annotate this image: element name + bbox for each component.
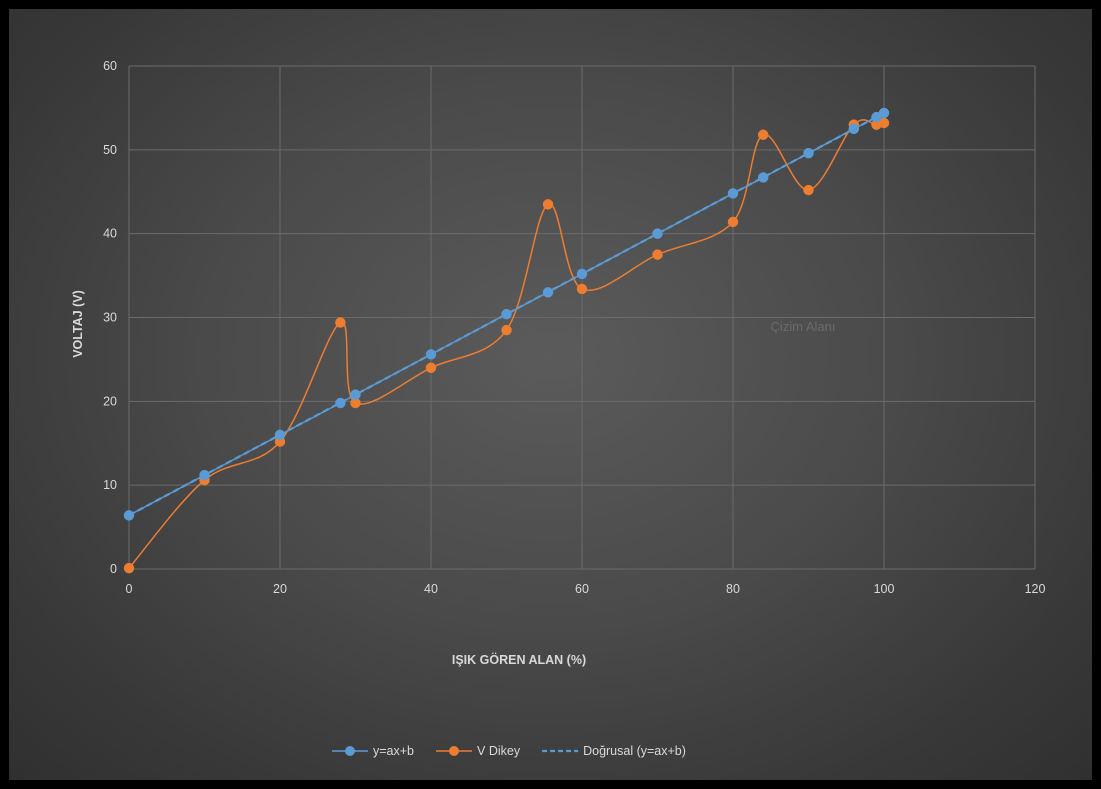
data-point — [727, 188, 739, 199]
x-axis-label: IŞIK GÖREN ALAN (%) — [452, 652, 586, 667]
data-point — [848, 123, 860, 135]
data-point — [425, 362, 437, 374]
data-point — [576, 283, 588, 295]
x-tick-label: 60 — [575, 582, 589, 596]
data-point — [350, 389, 361, 400]
x-tick-label: 0 — [126, 582, 133, 596]
data-point — [576, 268, 588, 280]
legend-item-do-rusal-y-ax-b: Doğrusal (y=ax+b) — [542, 744, 686, 758]
data-point — [274, 429, 286, 441]
legend-item-v-dikey: V Dikey — [436, 744, 521, 758]
y-tick-label: 30 — [103, 311, 117, 325]
y-tick-label: 40 — [103, 227, 117, 241]
data-point — [501, 324, 512, 336]
legend-swatch-marker — [345, 746, 355, 756]
y-tick-labels: 0 10 20 30 40 50 60 — [103, 59, 117, 576]
x-tick-label: 20 — [273, 582, 287, 596]
data-point — [803, 184, 814, 196]
x-tick-label: 120 — [1025, 582, 1046, 596]
y-tick-label: 50 — [103, 143, 117, 157]
x-tick-labels: 0 20 40 60 80 100 120 — [126, 582, 1046, 596]
data-point — [757, 129, 769, 140]
x-tick-label: 80 — [726, 582, 740, 596]
gridlines — [128, 65, 1036, 570]
data-point — [335, 397, 346, 409]
plot-area-watermark: Çizim Alanı — [770, 319, 835, 334]
legend-swatch-marker — [449, 746, 460, 756]
chart-legend: y=ax+b V Dikey Doğrusal (y=ax+b) — [332, 744, 686, 758]
y-tick-label: 0 — [110, 562, 117, 576]
y-axis-label: VOLTAJ (V) — [71, 290, 85, 358]
data-point — [542, 199, 554, 210]
x-tick-label: 40 — [424, 582, 438, 596]
data-point — [123, 562, 135, 574]
data-point — [425, 349, 437, 360]
data-point — [335, 317, 346, 328]
series-y-ax-b — [123, 107, 890, 521]
x-tick-label: 100 — [874, 582, 895, 596]
data-point — [803, 147, 814, 159]
data-point — [652, 249, 663, 260]
chart-svg: Çizim Alanı 0 10 20 30 40 50 60 0 20 40 60 80 100 12… — [71, 59, 1046, 758]
y-tick-label: 60 — [103, 59, 117, 73]
data-point — [727, 216, 739, 228]
series-line — [128, 119, 885, 569]
legend-label: y=ax+b — [373, 744, 414, 758]
series-layer — [123, 107, 890, 574]
chart-area: Çizim Alanı 0 10 20 30 40 50 60 0 20 40 60 80 100 12… — [9, 9, 1092, 780]
legend-label: V Dikey — [477, 744, 521, 758]
data-point — [542, 287, 554, 298]
data-point — [123, 510, 135, 521]
data-point — [501, 308, 512, 320]
series-v-dikey — [123, 117, 890, 574]
data-point — [652, 228, 663, 239]
legend-label: Doğrusal (y=ax+b) — [583, 744, 686, 758]
data-point — [757, 172, 769, 183]
legend-item-y-ax-b: y=ax+b — [332, 744, 414, 758]
data-point — [878, 107, 890, 119]
series-line — [128, 112, 885, 517]
y-tick-label: 20 — [103, 394, 117, 408]
y-tick-label: 10 — [103, 478, 117, 492]
data-point — [199, 469, 210, 481]
